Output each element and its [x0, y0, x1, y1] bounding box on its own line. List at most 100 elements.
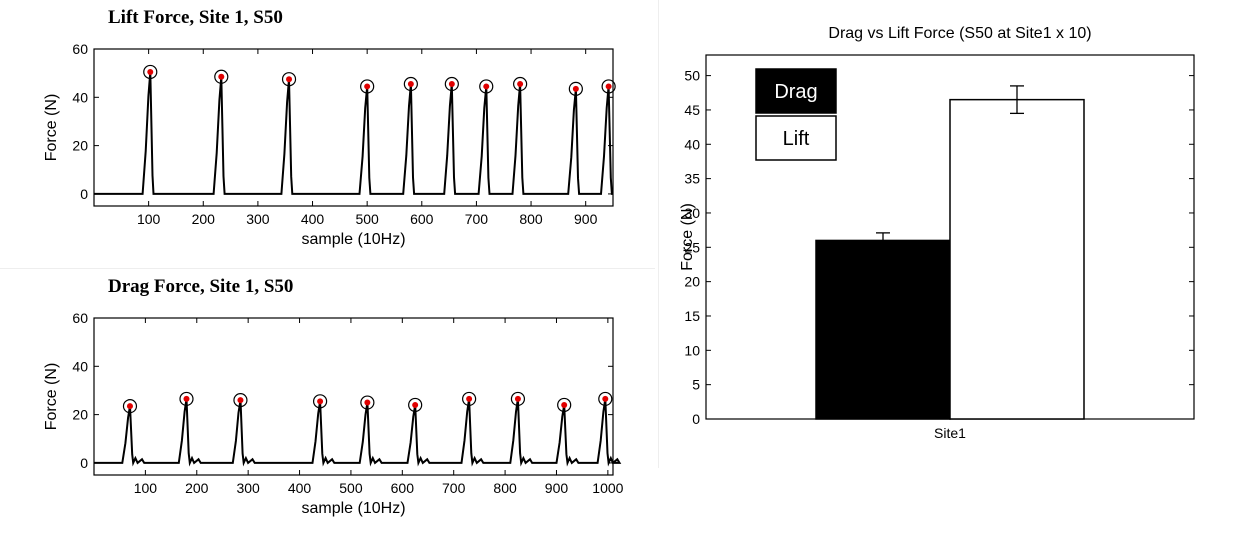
drag-xtick-label: 700 [442, 480, 466, 496]
bar-ytick-label: 20 [684, 274, 700, 290]
lift-peak-marker [407, 81, 414, 88]
drag-xtick-label: 800 [493, 480, 517, 496]
lift-peak-marker-ring [403, 76, 418, 92]
drag-peak-marker-ring [312, 394, 328, 409]
drag-peak-marker [364, 399, 371, 406]
bar-lift [949, 98, 1085, 420]
drag-force-trace [94, 398, 622, 467]
lift-xtick-label: 800 [519, 211, 543, 227]
drag-peak-marker-ring [408, 397, 423, 413]
lift-peak-marker-ring [601, 79, 616, 94]
bar-ytick-label: 0 [692, 411, 700, 427]
drag-peak-marker-ring [598, 391, 613, 407]
lift-xtick-label: 100 [137, 211, 161, 227]
drag-force-chart: 0 20 40 60 100 200 300 400 500 600 700 800 900 1000 sa… [43, 310, 624, 517]
lift-xtick-label: 900 [574, 211, 598, 227]
bar-ytick-label: 15 [684, 308, 700, 324]
lift-xtick-label: 400 [301, 211, 325, 227]
lift-peak-marker [483, 83, 490, 90]
drag-ytick-label: 20 [72, 407, 88, 423]
lift-force-trace [94, 71, 613, 195]
lift-peak-marker-ring [444, 76, 459, 92]
lift-ytick-label: 60 [72, 41, 88, 57]
bar-ytick-label: 45 [684, 102, 700, 118]
drag-peak-marker [514, 395, 521, 402]
lift-peak-marker [572, 85, 579, 92]
drag-peak-marker [466, 395, 473, 402]
lift-peak-marker [147, 68, 154, 75]
bar-ytick-label: 35 [684, 171, 700, 187]
lift-peak-marker-ring [568, 81, 583, 96]
lift-peak-marker [517, 81, 524, 88]
lift-force-chart: 0 20 40 60 100 200 300 400 500 600 700 800 900 sample… [43, 41, 616, 248]
lift-peak-marker [448, 81, 455, 88]
bar-ytick-label: 40 [684, 136, 700, 152]
bar-chart-title: Drag vs Lift Force (S50 at Site1 x 10) [828, 25, 1091, 42]
legend-label-lift: Lift [783, 128, 810, 150]
lift-xtick-label: 500 [355, 211, 379, 227]
drag-xtick-label: 200 [185, 480, 209, 496]
drag-ytick-label: 0 [80, 455, 88, 471]
drag-peak-marker [561, 401, 568, 408]
drag-plot-frame [93, 317, 614, 476]
legend-label-drag: Drag [774, 81, 817, 103]
lift-peak-marker-ring [360, 79, 375, 94]
drag-peak-marker [412, 401, 419, 408]
lift-yaxis-label: Force (N) [43, 94, 60, 162]
drag-chart-title: Drag Force, Site 1, S50 [108, 276, 294, 297]
lift-ytick-label: 20 [72, 138, 88, 154]
lift-xtick-label: 700 [465, 211, 489, 227]
drag-ytick-label: 60 [72, 310, 88, 326]
lift-peak-marker [364, 83, 371, 90]
lift-peak-marker-ring [281, 72, 297, 87]
bar-ytick-label: 10 [684, 342, 700, 358]
drag-peak-marker-ring [179, 391, 194, 407]
lift-xtick-label: 200 [192, 211, 216, 227]
drag-peak-marker-ring [122, 399, 138, 414]
bar-ytick-label: 5 [692, 377, 700, 393]
bar-category-label: Site1 [934, 425, 966, 441]
drag-peak-marker [183, 395, 190, 402]
lift-ytick-label: 40 [72, 89, 88, 105]
lift-peak-marker-ring [513, 76, 528, 92]
bar-drag [815, 239, 951, 420]
drag-xaxis-label: sample (10Hz) [301, 500, 405, 517]
drag-ytick-label: 40 [72, 358, 88, 374]
lift-peak-marker-ring [214, 69, 229, 84]
drag-xtick-label: 400 [288, 480, 312, 496]
drag-yaxis-label: Force (N) [43, 363, 60, 431]
drag-xtick-label: 600 [391, 480, 415, 496]
drag-peak-marker [602, 395, 609, 402]
lift-peak-marker-ring [479, 79, 494, 94]
bar-ytick-label: 30 [684, 205, 700, 221]
lift-peak-marker [286, 76, 293, 83]
bar-yaxis-label: Force (N) [679, 203, 696, 271]
lift-peak-marker [218, 73, 225, 80]
drag-xtick-label: 500 [339, 480, 363, 496]
drag-peak-marker [317, 398, 324, 405]
lift-force-panel: Lift Force, Site 1, S50 0 20 40 60 100 200 300… [0, 0, 655, 268]
lift-peak-marker [605, 83, 612, 90]
lift-chart-title: Lift Force, Site 1, S50 [108, 7, 283, 28]
drag-xtick-label: 900 [545, 480, 569, 496]
lift-xtick-label: 300 [246, 211, 270, 227]
lift-plot-frame [93, 48, 614, 207]
lift-xtick-label: 600 [410, 211, 434, 227]
drag-peak-marker-ring [462, 391, 477, 407]
drag-peak-marker-ring [360, 395, 375, 410]
legend-swatch-drag [755, 68, 837, 114]
drag-xtick-label: 300 [236, 480, 260, 496]
drag-force-panel: Drag Force, Site 1, S50 0 20 40 60 100 200 300… [0, 268, 655, 538]
drag-peak-marker [237, 397, 244, 404]
drag-xtick-label: 1000 [592, 480, 623, 496]
lift-xaxis-label: sample (10Hz) [301, 231, 405, 248]
drag-vs-lift-bar-chart: Drag vs Lift Force (S50 at Site1 x 10) 0 5… [679, 25, 1195, 441]
drag-peak-marker [126, 403, 133, 410]
bar-ytick-label: 50 [684, 68, 700, 84]
drag-peak-marker-ring [233, 393, 248, 408]
bar-ytick-label: 25 [684, 239, 700, 255]
bar-chart-panel: Drag vs Lift Force (S50 at Site1 x 10) 0 5… [658, 0, 1249, 468]
lift-peak-marker-ring [143, 64, 158, 80]
drag-xtick-label: 100 [134, 480, 158, 496]
lift-ytick-label: 0 [80, 186, 88, 202]
